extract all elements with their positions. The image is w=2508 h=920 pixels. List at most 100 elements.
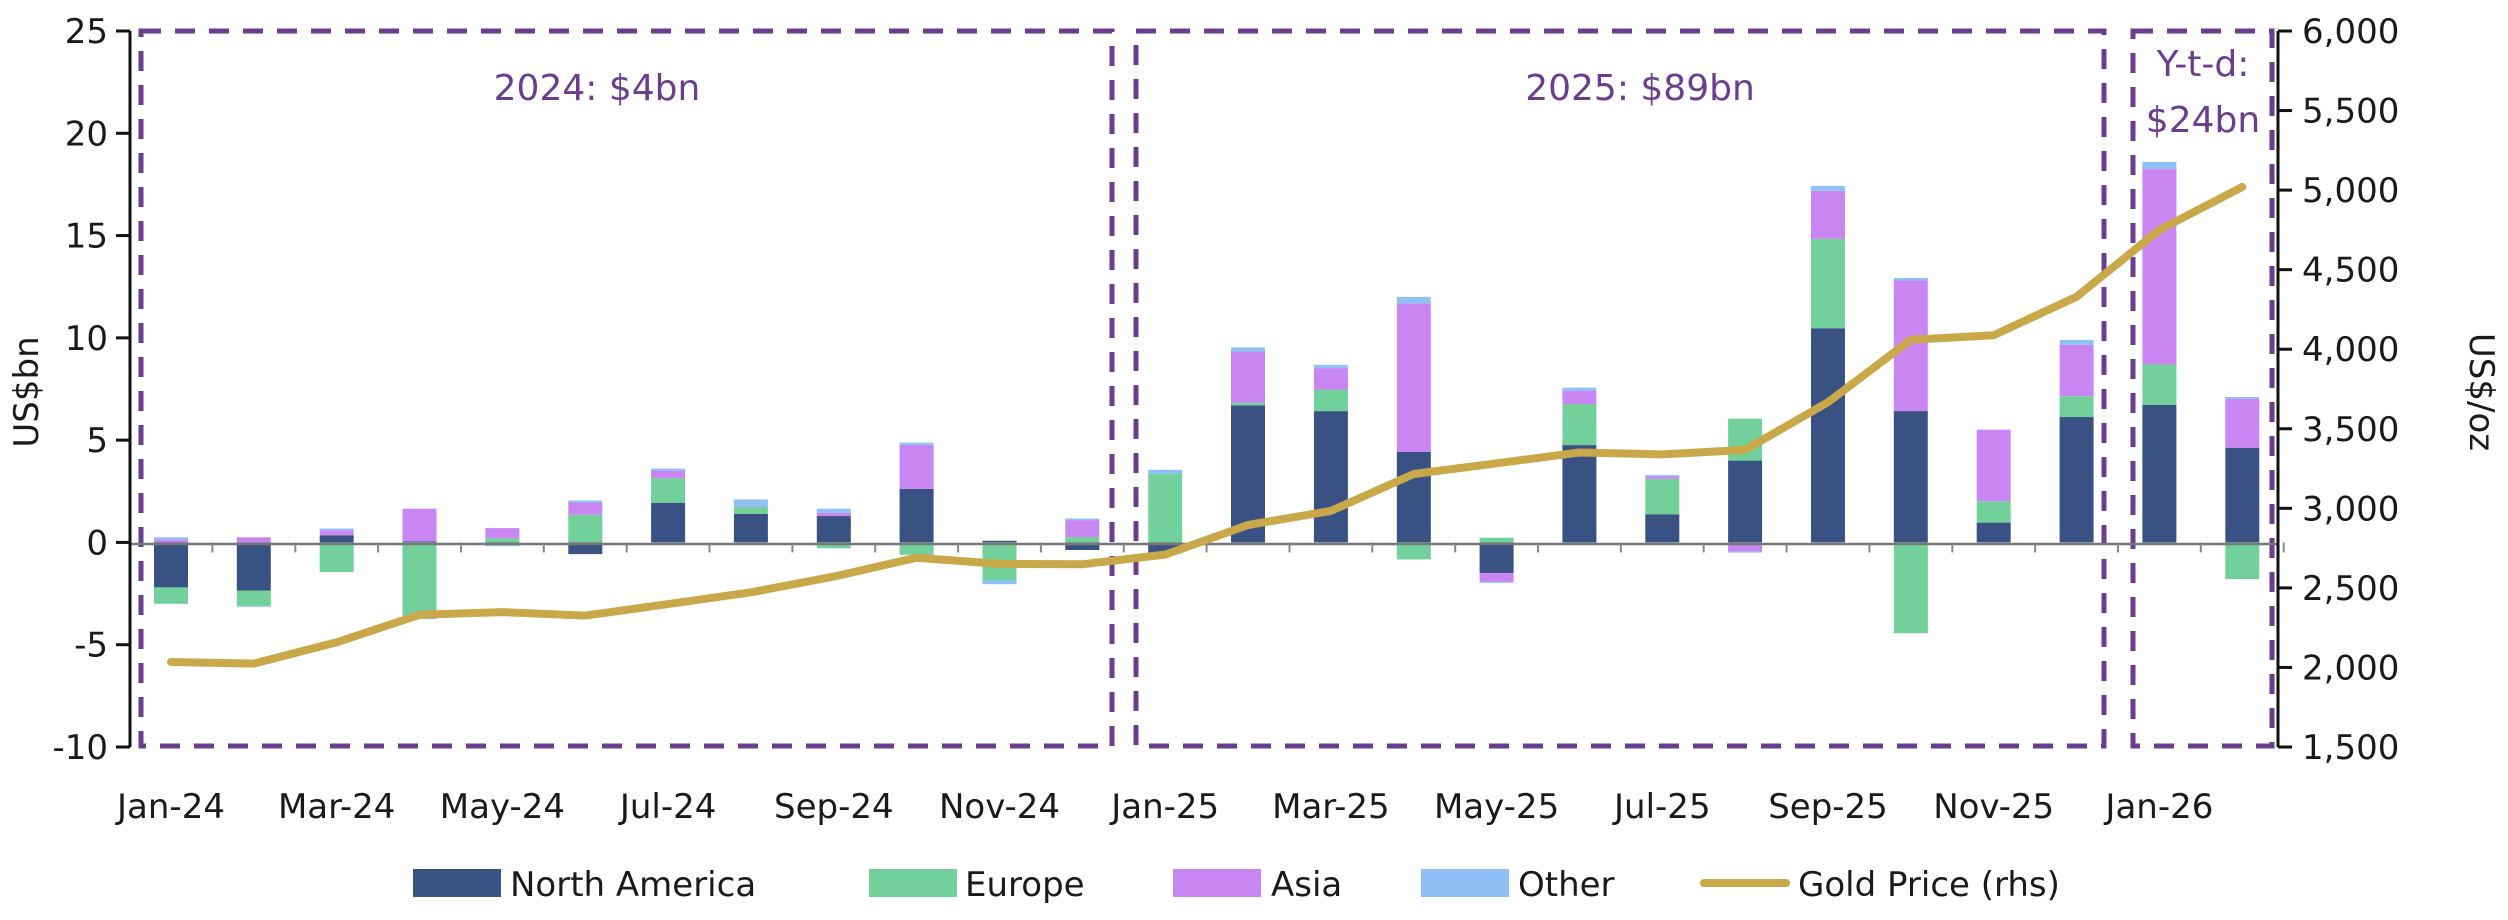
bar-asia-mar-24 <box>319 530 354 536</box>
bar-north-america-nov-25 <box>1976 522 2011 543</box>
y-tick-label: 5 <box>86 421 108 461</box>
bar-other-jun-24 <box>568 500 603 503</box>
bar-europe-jul-24 <box>651 478 686 503</box>
y2-tick-label: 6,000 <box>2302 12 2399 52</box>
bar-north-america-aug-24 <box>733 514 768 543</box>
bar-other-jul-24 <box>651 468 686 471</box>
bar-europe-jan-24 <box>154 587 188 604</box>
bar-europe-jun-25 <box>1562 404 1597 445</box>
bar-europe-apr-25 <box>1396 542 1431 560</box>
bar-asia-mar-25 <box>1313 368 1348 390</box>
bar-europe-sep-25 <box>1811 238 1845 329</box>
bar-asia-jul-24 <box>651 470 686 479</box>
bar-other-mar-25 <box>1313 364 1348 369</box>
bar-asia-may-25 <box>1479 573 1514 582</box>
x-tick-label: Nov-25 <box>1933 787 2054 827</box>
bar-asia-dec-25 <box>2059 344 2094 397</box>
annotation-2024-total: 2024: $4bn <box>494 68 701 109</box>
y2-tick-label: 1,500 <box>2302 728 2399 768</box>
x-tick-label: Sep-24 <box>774 787 894 827</box>
bar-other-mar-24 <box>319 528 354 531</box>
bar-asia-jul-25 <box>1645 476 1680 479</box>
x-tick-label: Jan-25 <box>1109 787 1219 827</box>
x-tick-label: Mar-25 <box>1272 787 1390 827</box>
bar-other-feb-26 <box>2225 397 2260 399</box>
bar-north-america-oct-25 <box>1893 411 1928 543</box>
annotation-2025-total: 2025: $89bn <box>1525 68 1755 109</box>
legend: North America Europe Asia Other Gold Pri… <box>413 865 2060 905</box>
x-tick-label: Nov-24 <box>939 787 1060 827</box>
bar-asia-sep-25 <box>1811 190 1845 239</box>
y-tick-label: 0 <box>86 523 108 563</box>
legend-label-north-america: North America <box>510 865 756 905</box>
bar-europe-jun-24 <box>568 514 603 543</box>
bar-europe-mar-25 <box>1313 389 1348 412</box>
bar-europe-jan-25 <box>1148 473 1183 543</box>
bar-europe-may-24 <box>485 538 520 543</box>
legend-swatch-europe <box>869 869 957 897</box>
x-tick-label: Jan-26 <box>2103 787 2213 827</box>
x-tick-label: May-24 <box>440 787 565 827</box>
bar-asia-nov-25 <box>1976 429 2011 502</box>
annotation-ytd-total: $24bn <box>2146 100 2260 141</box>
annotation-box-2024 <box>138 28 1115 749</box>
bar-north-america-jun-25 <box>1562 445 1597 543</box>
legend-label-other: Other <box>1518 865 1615 905</box>
x-tick-label: Sep-25 <box>1768 787 1888 827</box>
bar-europe-apr-24 <box>402 542 437 614</box>
y-tick-label: -5 <box>74 626 108 666</box>
bar-north-america-dec-24 <box>1065 542 1100 550</box>
bar-europe-mar-24 <box>319 542 354 573</box>
bar-asia-sep-24 <box>816 512 851 517</box>
legend-label-europe: Europe <box>965 865 1085 905</box>
bar-other-aug-24 <box>733 499 768 507</box>
left-axis-title: US$bn <box>7 336 47 447</box>
bar-asia-may-24 <box>485 528 520 539</box>
y2-tick-label: 2,500 <box>2302 569 2399 609</box>
bar-other-oct-25 <box>1893 277 1928 281</box>
bars-layer <box>154 161 2260 634</box>
bar-europe-oct-25 <box>1893 542 1928 634</box>
bar-europe-aug-24 <box>733 507 768 514</box>
bar-north-america-mar-25 <box>1313 411 1348 543</box>
bar-north-america-mar-24 <box>319 535 354 543</box>
bar-asia-apr-25 <box>1396 303 1431 452</box>
x-tick-label: Jul-24 <box>618 787 717 827</box>
legend-swatch-other <box>1421 869 1509 897</box>
x-axis-labels: Jan-24 Mar-24 May-24 Jul-24 Sep-24 Nov-24 Jan-… <box>115 787 2213 827</box>
bar-north-america-apr-24 <box>402 541 437 543</box>
bar-other-jan-26 <box>2142 161 2177 170</box>
x-tick-label: Jan-24 <box>115 787 225 827</box>
x-tick-label: May-25 <box>1434 787 1559 827</box>
bar-asia-dec-24 <box>1065 520 1100 538</box>
legend-label-gold-price: Gold Price (rhs) <box>1798 865 2060 905</box>
bar-asia-feb-25 <box>1231 351 1265 403</box>
x-tick-label: Mar-24 <box>278 787 396 827</box>
bar-other-aug-25 <box>1728 551 1763 553</box>
bar-other-may-24 <box>485 544 520 547</box>
x-tick-label: Jul-25 <box>1612 787 1711 827</box>
bar-north-america-dec-25 <box>2059 417 2094 543</box>
bar-asia-aug-24 <box>733 506 768 508</box>
bar-north-america-sep-25 <box>1811 328 1845 543</box>
annotation-box-2025 <box>1133 28 2107 749</box>
y2-tick-label: 2,000 <box>2302 648 2399 688</box>
bar-other-jun-25 <box>1562 387 1597 391</box>
y2-tick-label: 5,500 <box>2302 92 2399 132</box>
x-tick-marks <box>128 542 2285 553</box>
bar-europe-feb-26 <box>2225 542 2260 579</box>
annotation-ytd-label: Y-t-d: <box>2156 44 2250 85</box>
bar-other-apr-25 <box>1396 296 1431 304</box>
bar-other-jan-24 <box>154 537 188 540</box>
bar-north-america-jul-25 <box>1645 514 1680 543</box>
bar-north-america-jul-24 <box>651 502 686 543</box>
bar-europe-jul-25 <box>1645 478 1680 515</box>
bar-north-america-apr-25 <box>1396 451 1431 543</box>
bar-europe-dec-24 <box>1065 537 1100 543</box>
y2-tick-label: 3,500 <box>2302 410 2399 450</box>
bar-europe-feb-24 <box>236 590 271 606</box>
y2-tick-label: 4,500 <box>2302 251 2399 291</box>
right-axis-title: US$/oz <box>2461 333 2501 451</box>
right-axis-ticks: 6,000 5,500 5,000 4,500 4,000 3,500 3,000 2,500… <box>2278 12 2399 768</box>
